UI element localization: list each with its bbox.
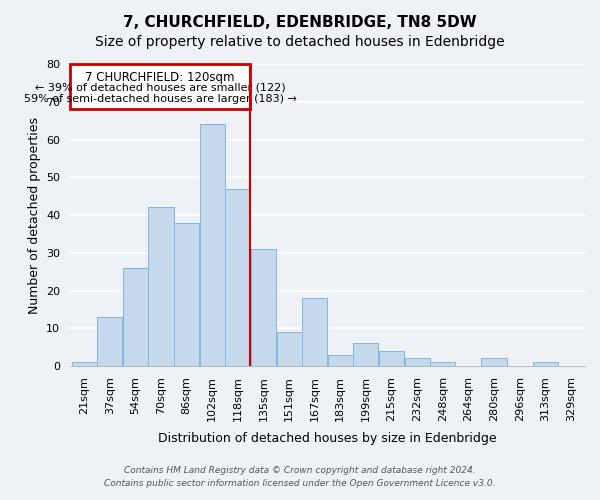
Bar [328,354,353,366]
Bar [404,358,430,366]
Bar [302,298,327,366]
Bar [277,332,302,366]
Bar [123,268,148,366]
Text: 7 CHURCHFIELD: 120sqm: 7 CHURCHFIELD: 120sqm [85,71,235,84]
Bar [200,124,225,366]
Bar [481,358,506,366]
Bar [148,208,173,366]
Bar [353,344,379,366]
Bar [533,362,558,366]
Bar [70,64,250,110]
Text: Contains HM Land Registry data © Crown copyright and database right 2024.
Contai: Contains HM Land Registry data © Crown c… [104,466,496,487]
Bar [174,222,199,366]
Text: Size of property relative to detached houses in Edenbridge: Size of property relative to detached ho… [95,35,505,49]
Bar [430,362,455,366]
Bar [97,317,122,366]
Y-axis label: Number of detached properties: Number of detached properties [28,116,41,314]
Bar [379,351,404,366]
Bar [71,362,97,366]
Text: ← 39% of detached houses are smaller (122): ← 39% of detached houses are smaller (12… [35,83,286,93]
Text: 7, CHURCHFIELD, EDENBRIDGE, TN8 5DW: 7, CHURCHFIELD, EDENBRIDGE, TN8 5DW [123,15,477,30]
X-axis label: Distribution of detached houses by size in Edenbridge: Distribution of detached houses by size … [158,432,497,445]
Bar [225,188,250,366]
Text: 59% of semi-detached houses are larger (183) →: 59% of semi-detached houses are larger (… [24,94,296,104]
Bar [251,249,276,366]
